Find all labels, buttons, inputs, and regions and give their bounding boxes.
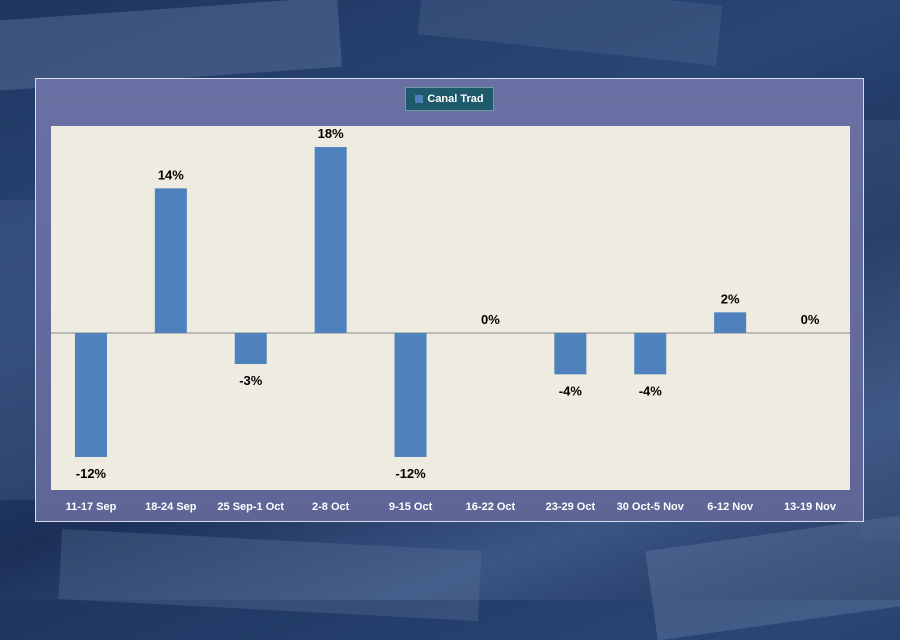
data-label: 18% — [318, 126, 344, 141]
background-shape — [0, 200, 36, 500]
x-tick-label: 9-15 Oct — [389, 501, 433, 513]
x-tick-label: 16-22 Oct — [466, 501, 516, 513]
background-shape — [860, 120, 900, 540]
data-label: -4% — [639, 383, 663, 398]
data-label: -3% — [239, 373, 263, 388]
x-tick-label: 18-24 Sep — [145, 501, 197, 513]
bar — [394, 333, 427, 457]
data-label: 14% — [158, 167, 184, 182]
bar — [714, 312, 747, 333]
bar — [154, 188, 187, 333]
bar — [74, 333, 107, 457]
x-tick-label: 13-19 Nov — [784, 501, 837, 513]
x-tick-label: 6-12 Nov — [707, 501, 754, 513]
bar — [554, 333, 587, 375]
bar — [234, 333, 267, 364]
legend-swatch — [415, 95, 424, 103]
x-tick-label: 23-29 Oct — [546, 501, 596, 513]
x-tick-label: 30 Oct-5 Nov — [617, 501, 685, 513]
chart-legend: Canal Trad — [405, 87, 494, 111]
bar — [314, 147, 347, 333]
x-tick-label: 11-17 Sep — [66, 501, 117, 513]
x-tick-label: 2-8 Oct — [312, 501, 350, 513]
bar — [634, 333, 667, 375]
x-tick-label: 25 Sep-1 Oct — [217, 501, 284, 513]
data-label: -12% — [395, 466, 426, 481]
data-label: -12% — [76, 466, 107, 481]
data-label: -4% — [559, 383, 583, 398]
data-label: 0% — [481, 312, 500, 327]
data-label: 2% — [721, 291, 740, 306]
bar-chart: -12% 11-17 Sep 14% 18-24 Sep -3% 25 Sep-1 Oct… — [51, 126, 850, 513]
data-label: 0% — [801, 312, 820, 327]
legend-label: Canal Trad — [427, 93, 484, 105]
